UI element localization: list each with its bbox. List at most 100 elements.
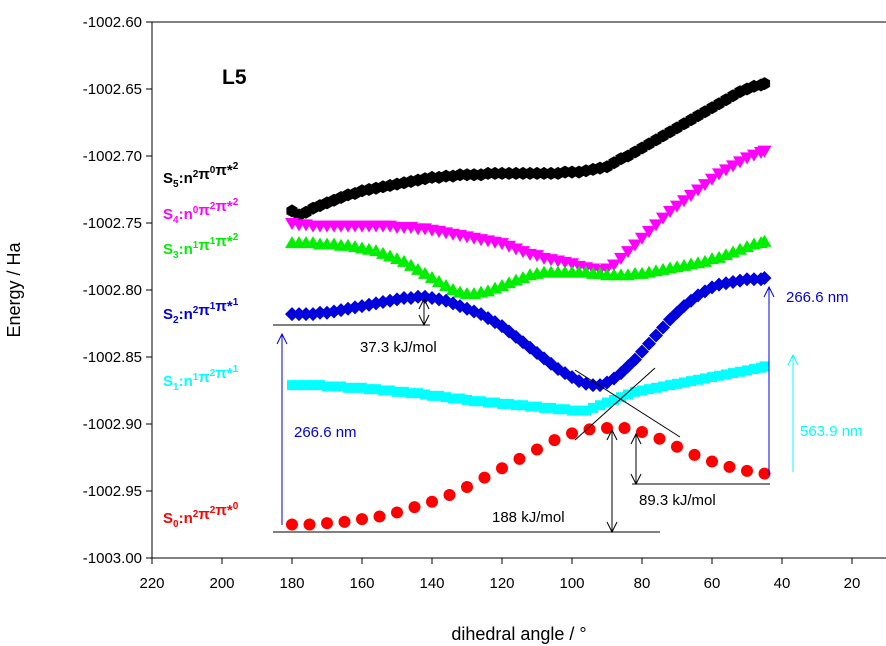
data-point (567, 405, 577, 416)
data-point (301, 380, 311, 391)
y-tick-label: -1002.90 (83, 416, 142, 433)
data-point (705, 173, 719, 186)
data-point (455, 393, 465, 404)
data-point (286, 518, 298, 531)
data-point (628, 239, 642, 252)
data-point (546, 402, 556, 413)
x-tick-label: 160 (349, 575, 374, 592)
data-point (609, 394, 619, 405)
data-point (497, 398, 507, 409)
y-axis-title: Energy / Ha (4, 241, 24, 337)
data-point (439, 278, 453, 291)
data-point (511, 400, 521, 411)
data-point (618, 422, 631, 435)
data-point (677, 195, 691, 208)
data-point (616, 392, 626, 403)
data-point (413, 388, 423, 399)
data-point (532, 401, 542, 412)
data-point (588, 402, 598, 413)
data-point (448, 393, 458, 404)
y-tick-label: -1003.00 (83, 550, 142, 567)
data-point (665, 380, 675, 391)
data-point (719, 164, 733, 177)
data-point (303, 518, 316, 531)
data-point (595, 400, 605, 411)
data-point (406, 388, 416, 399)
data-point (566, 427, 578, 440)
data-point (478, 471, 491, 484)
data-point (707, 372, 717, 383)
data-point (721, 369, 731, 380)
data-point (399, 386, 409, 397)
data-point (628, 352, 642, 367)
data-point (373, 510, 386, 523)
arrow-head (276, 332, 288, 345)
data-point (364, 384, 374, 395)
data-point (637, 385, 647, 396)
series-layer (285, 77, 772, 531)
data-point (706, 455, 718, 468)
data-point (728, 368, 738, 379)
data-point (411, 262, 425, 275)
arrow-head (763, 285, 775, 298)
series-S3 (285, 234, 772, 300)
data-point (583, 423, 596, 436)
data-point (391, 506, 403, 519)
data-point (392, 386, 402, 397)
data-point (378, 385, 388, 396)
data-point (635, 232, 649, 245)
x-tick-label: 180 (279, 575, 304, 592)
state-label-S1: S1:n1​π2​π*1​ (163, 364, 239, 393)
data-point (420, 389, 430, 400)
series-S1 (287, 361, 770, 416)
y-tick-label: -1002.65 (83, 81, 142, 98)
series-S2 (285, 270, 772, 393)
data-point (726, 160, 740, 173)
data-point (679, 377, 689, 388)
data-point (432, 274, 446, 287)
data-point (642, 226, 656, 239)
data-point (427, 390, 437, 401)
y-tick-label: -1002.95 (83, 483, 142, 500)
data-point (287, 380, 297, 391)
data-point (649, 328, 663, 343)
arrow-head (787, 353, 799, 366)
data-point (518, 400, 528, 411)
data-point (343, 382, 353, 393)
data-point (531, 443, 543, 456)
data-point (461, 480, 473, 493)
data-point (462, 394, 472, 405)
data-point (688, 448, 701, 461)
data-point (539, 402, 549, 413)
data-point (490, 397, 500, 408)
data-point (350, 382, 360, 393)
arrow-head (606, 428, 618, 441)
x-tick-label: 140 (419, 575, 444, 592)
series-S4 (285, 145, 772, 277)
data-point (357, 382, 367, 393)
data-point (757, 234, 772, 247)
data-point (656, 212, 670, 225)
data-point (581, 405, 591, 416)
data-point (426, 495, 438, 508)
y-tick-label: -1002.80 (83, 282, 142, 299)
data-point (385, 385, 395, 396)
arrow-head (418, 297, 430, 310)
data-point (315, 380, 325, 391)
y-tick-label: -1002.75 (83, 215, 142, 232)
y-tick-label: -1002.85 (83, 349, 142, 366)
data-point (651, 382, 661, 393)
annotation-kj_188: 188 kJ/mol (492, 509, 565, 526)
data-point (684, 189, 698, 202)
data-point (483, 397, 493, 408)
arrow-head (630, 432, 642, 445)
state-label-S4: S4:n0​π2​π*2​ (163, 197, 239, 226)
data-point (418, 266, 432, 279)
data-point (443, 489, 456, 502)
data-point (758, 467, 771, 480)
labels-layer: L5 Energy / Ha dihedral angle / ° S5:n2​… (4, 66, 587, 644)
data-point (476, 396, 486, 407)
data-point (513, 452, 526, 465)
data-point (294, 380, 304, 391)
